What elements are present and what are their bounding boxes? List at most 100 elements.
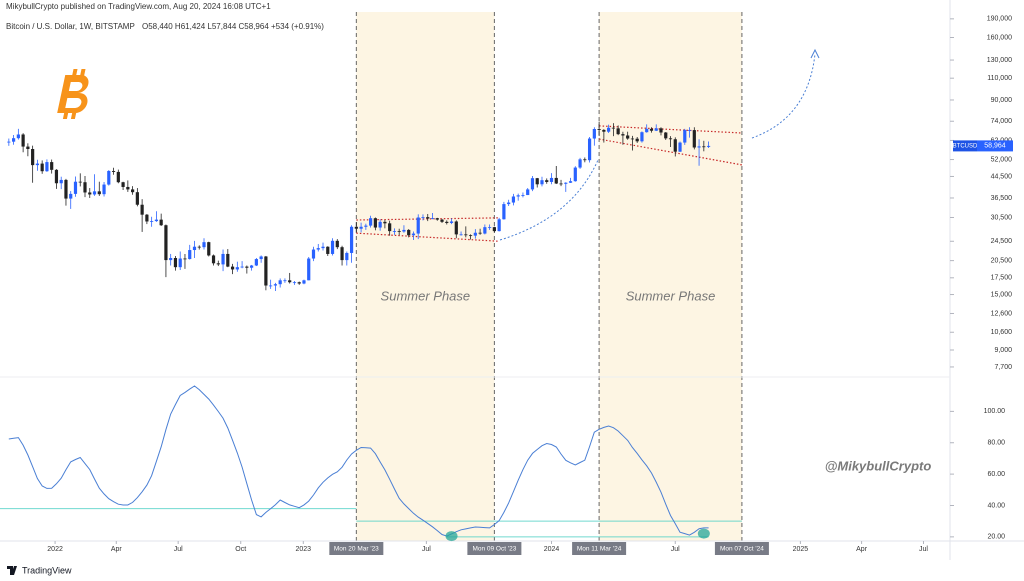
- candle-body: [159, 219, 163, 226]
- publisher: MikybullCrypto published on TradingView.…: [6, 2, 271, 11]
- candle-body: [383, 221, 387, 224]
- candle-body: [88, 192, 92, 195]
- candle-body: [521, 195, 525, 196]
- candle-body: [259, 256, 263, 260]
- candle-body: [373, 218, 377, 228]
- x-tick-label: Apr: [111, 546, 123, 553]
- candle-body: [245, 266, 249, 268]
- curve-arrow: [499, 159, 599, 241]
- y-tick-label: 80.00: [987, 440, 1005, 447]
- trendline: [599, 125, 742, 134]
- candle-body: [568, 181, 573, 183]
- y-tick-label: 20,500: [991, 257, 1013, 264]
- candle-body: [587, 138, 592, 161]
- trendline: [356, 232, 500, 242]
- candle-body: [278, 280, 282, 285]
- price-tag-symbol: BTCUSD: [953, 143, 978, 149]
- candle-body: [473, 232, 477, 236]
- y-tick-label: 15,000: [991, 291, 1013, 298]
- arrow-head: [810, 48, 820, 59]
- date-label-box: [572, 542, 627, 555]
- x-tick-label: Jul: [671, 546, 680, 553]
- candle-body: [454, 221, 458, 235]
- candle-body: [269, 285, 273, 287]
- candle-body: [683, 130, 687, 143]
- y-tick-label: 160,000: [987, 34, 1012, 41]
- candle-body: [507, 202, 511, 205]
- candle-body: [659, 128, 663, 133]
- logo-bar: [72, 69, 78, 76]
- y-tick-label: 12,600: [991, 310, 1013, 317]
- candle-body: [545, 180, 549, 182]
- candle-body: [426, 217, 430, 219]
- candle-body: [92, 191, 97, 195]
- summer-shade: [356, 12, 495, 541]
- candle-body: [435, 218, 439, 220]
- candle-body: [640, 132, 644, 142]
- candle-body: [326, 246, 330, 254]
- candle-body: [349, 226, 354, 253]
- y-tick-label: 190,000: [987, 16, 1012, 23]
- candle-body: [197, 246, 201, 248]
- candle-body: [235, 267, 239, 270]
- logo-bar: [62, 112, 69, 119]
- candle-body: [664, 132, 668, 139]
- y-tick-label: 110,000: [987, 75, 1012, 82]
- y-tick-label: 90,000: [991, 97, 1013, 104]
- candle-body: [602, 129, 606, 132]
- candle-body: [607, 127, 611, 132]
- candle-body: [416, 217, 420, 234]
- date-label: Mon 20 Mar '23: [334, 546, 379, 553]
- y-tick-label: 36,500: [991, 195, 1013, 202]
- candle-body: [273, 284, 278, 286]
- candle-body: [292, 282, 297, 284]
- candle-body: [178, 258, 182, 268]
- curve-arrow: [751, 53, 816, 139]
- candle-body: [135, 192, 139, 205]
- candle-body: [59, 179, 63, 184]
- date-label-box: [329, 542, 384, 555]
- candle-body: [254, 259, 258, 266]
- candle-body: [449, 221, 454, 223]
- low-marker: [445, 531, 458, 542]
- candle-body: [706, 145, 711, 147]
- candle-body: [264, 256, 268, 286]
- logo-b: [57, 75, 89, 113]
- y-tick-label: 10,600: [991, 329, 1013, 336]
- candle-body: [202, 242, 206, 248]
- candle-body: [678, 142, 682, 152]
- candle-body: [288, 280, 292, 283]
- candle-body: [497, 219, 501, 232]
- candle-body: [402, 229, 406, 232]
- candle-body: [250, 265, 254, 268]
- candle-body: [131, 189, 135, 193]
- candle-body: [611, 127, 615, 129]
- candle-body: [111, 170, 116, 172]
- candle-body: [478, 232, 482, 234]
- candle-body: [511, 196, 516, 203]
- candle-body: [335, 240, 339, 248]
- price-tag: 58,964: [984, 143, 1006, 150]
- candle-body: [388, 223, 392, 232]
- date-label: Mon 11 Mar '24: [577, 546, 622, 553]
- candle-body: [192, 246, 197, 251]
- x-tick-label: Jul: [919, 546, 928, 553]
- x-tick-label: 2025: [793, 546, 809, 553]
- candle-body: [69, 193, 73, 199]
- range-label: Summer Phase: [626, 288, 716, 303]
- watermark: @MikybullCrypto: [825, 458, 932, 473]
- candle-body: [559, 183, 563, 185]
- candle-body: [240, 266, 244, 268]
- candle-body: [140, 204, 144, 215]
- candle-body: [54, 169, 59, 184]
- candle-body: [311, 249, 316, 259]
- candle-body: [183, 258, 187, 260]
- candle-body: [488, 227, 492, 228]
- candle-body: [411, 233, 416, 236]
- candle-body: [578, 159, 582, 168]
- indicator-line: [8, 385, 709, 537]
- candle-body: [573, 167, 577, 182]
- candle-body: [211, 255, 216, 264]
- candle-body: [378, 221, 382, 228]
- candle-body: [207, 242, 211, 256]
